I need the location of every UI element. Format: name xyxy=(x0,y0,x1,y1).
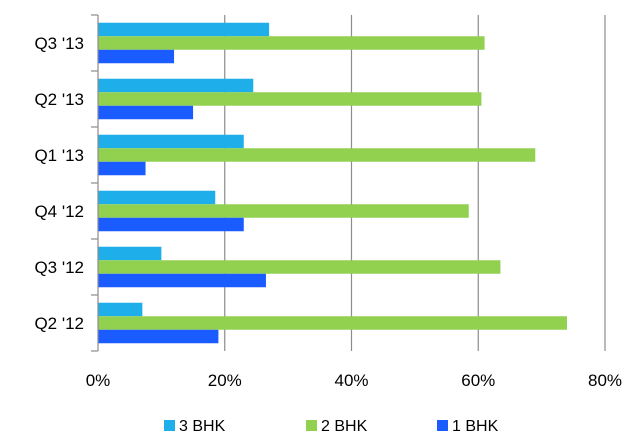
y-tick-label: Q3 '13 xyxy=(34,34,84,53)
bar-1-bhk xyxy=(98,49,175,64)
bar-1-bhk xyxy=(98,273,266,288)
x-tick-label: 0% xyxy=(86,371,111,390)
bar-3-bhk xyxy=(98,22,270,37)
legend-label: 1 BHK xyxy=(452,418,499,435)
bar-3-bhk xyxy=(98,302,143,317)
x-tick-label: 80% xyxy=(588,371,622,390)
bar-2-bhk xyxy=(98,204,469,218)
bar-2-bhk xyxy=(98,148,536,162)
y-tick-label: Q2 '12 xyxy=(34,314,84,333)
bar-3-bhk xyxy=(98,246,162,261)
legend-label: 3 BHK xyxy=(179,418,226,435)
bar-2-bhk xyxy=(98,316,567,330)
legend-swatch xyxy=(437,420,448,431)
bar-1-bhk xyxy=(98,105,194,120)
legend-swatch xyxy=(306,420,317,431)
legend-swatch xyxy=(164,420,175,431)
bars xyxy=(98,22,567,344)
bar-3-bhk xyxy=(98,190,216,205)
y-tick-label: Q1 '13 xyxy=(34,146,84,165)
bar-2-bhk xyxy=(98,36,485,50)
bar-1-bhk xyxy=(98,329,219,344)
y-axis xyxy=(91,14,99,352)
x-tick-labels: 0% 20% 40% 60% 80% xyxy=(86,371,622,390)
y-tick-label: Q3 '12 xyxy=(34,258,84,277)
bar-3-bhk xyxy=(98,78,254,93)
x-tick-label: 60% xyxy=(461,371,495,390)
bar-1-bhk xyxy=(98,161,146,176)
bar-2-bhk xyxy=(98,92,482,106)
y-tick-labels: Q2 '12 Q3 '12 Q4 '12 Q1 '13 Q2 '13 Q3 '13 xyxy=(34,34,84,333)
bar-2-bhk xyxy=(98,260,501,274)
x-tick-label: 20% xyxy=(208,371,242,390)
legend: 3 BHK 2 BHK 1 BHK xyxy=(164,418,499,435)
x-tick-label: 40% xyxy=(334,371,368,390)
y-tick-label: Q2 '13 xyxy=(34,90,84,109)
bar-1-bhk xyxy=(98,217,244,232)
bar-3-bhk xyxy=(98,134,244,149)
y-tick-label: Q4 '12 xyxy=(34,202,84,221)
legend-label: 2 BHK xyxy=(321,418,368,435)
grid xyxy=(224,15,606,351)
